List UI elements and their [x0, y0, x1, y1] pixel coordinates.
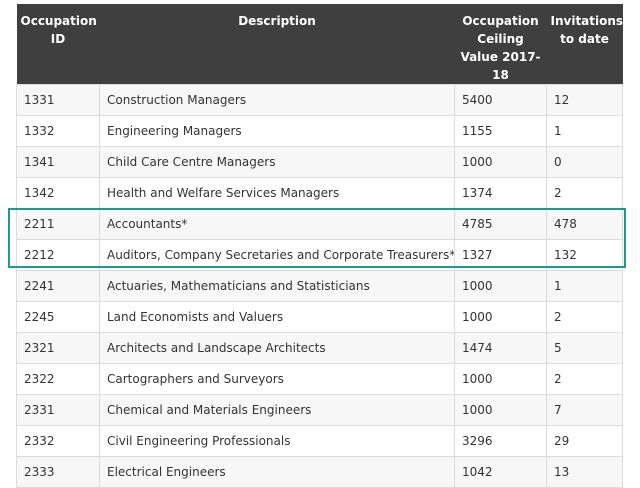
cell-ceiling-value: 1042 [454, 456, 547, 488]
table-row: 2322 Cartographers and Surveyors 1000 2 [16, 363, 623, 395]
table-row: 2331 Chemical and Materials Engineers 1000… [16, 394, 623, 426]
cell-occupation-id: 1332 [16, 115, 100, 147]
header-ceiling-value: Occupation Ceiling Value 2017-18 [454, 4, 547, 85]
table-row: 2333 Electrical Engineers 1042 13 [16, 456, 623, 488]
cell-ceiling-value: 1374 [454, 177, 547, 209]
cell-ceiling-value: 4785 [454, 208, 547, 240]
table-header: Occupation ID Description Occupation Cei… [16, 4, 623, 85]
header-description: Description [99, 4, 455, 85]
cell-occupation-id: 1341 [16, 146, 100, 178]
cell-occupation-id: 2211 [16, 208, 100, 240]
cell-description: Health and Welfare Services Managers [99, 177, 455, 209]
cell-ceiling-value: 1000 [454, 301, 547, 333]
table-row: 1332 Engineering Managers 1155 1 [16, 115, 623, 147]
cell-description: Land Economists and Valuers [99, 301, 455, 333]
cell-occupation-id: 2241 [16, 270, 100, 302]
table-row: 2332 Civil Engineering Professionals 3296 2… [16, 425, 623, 457]
cell-description: Electrical Engineers [99, 456, 455, 488]
cell-invitations: 2 [546, 177, 623, 209]
cell-ceiling-value: 5400 [454, 84, 547, 116]
table-row: 2245 Land Economists and Valuers 1000 2 [16, 301, 623, 333]
cell-invitations: 1 [546, 270, 623, 302]
cell-description: Architects and Landscape Architects [99, 332, 455, 364]
cell-invitations: 29 [546, 425, 623, 457]
cell-description: Actuaries, Mathematicians and Statistici… [99, 270, 455, 302]
cell-description: Chemical and Materials Engineers [99, 394, 455, 426]
cell-invitations: 2 [546, 301, 623, 333]
cell-ceiling-value: 1000 [454, 270, 547, 302]
cell-ceiling-value: 1474 [454, 332, 547, 364]
cell-description: Civil Engineering Professionals [99, 425, 455, 457]
table-row: 2211 Accountants* 4785 478 [16, 208, 623, 240]
cell-description: Engineering Managers [99, 115, 455, 147]
cell-ceiling-value: 1327 [454, 239, 547, 271]
cell-occupation-id: 2333 [16, 456, 100, 488]
cell-ceiling-value: 1000 [454, 363, 547, 395]
cell-invitations: 0 [546, 146, 623, 178]
table-row: 1342 Health and Welfare Services Managers… [16, 177, 623, 209]
cell-description: Child Care Centre Managers [99, 146, 455, 178]
cell-invitations: 2 [546, 363, 623, 395]
occupation-table-container: Occupation ID Description Occupation Cei… [16, 4, 623, 488]
cell-ceiling-value: 1000 [454, 146, 547, 178]
cell-description: Cartographers and Surveyors [99, 363, 455, 395]
occupation-ceiling-table: Occupation ID Description Occupation Cei… [16, 4, 623, 488]
cell-description: Accountants* [99, 208, 455, 240]
cell-occupation-id: 2331 [16, 394, 100, 426]
cell-occupation-id: 2212 [16, 239, 100, 271]
cell-invitations: 5 [546, 332, 623, 364]
cell-ceiling-value: 1000 [454, 394, 547, 426]
cell-description: Auditors, Company Secretaries and Corpor… [99, 239, 455, 271]
cell-invitations: 13 [546, 456, 623, 488]
table-body: 1331 Construction Managers 5400 12 1332 Engin… [16, 84, 623, 488]
table-row: 1331 Construction Managers 5400 12 [16, 84, 623, 116]
header-occupation-id: Occupation ID [16, 4, 100, 85]
cell-invitations: 478 [546, 208, 623, 240]
cell-invitations: 132 [546, 239, 623, 271]
cell-occupation-id: 1331 [16, 84, 100, 116]
cell-occupation-id: 2321 [16, 332, 100, 364]
cell-invitations: 12 [546, 84, 623, 116]
cell-occupation-id: 2322 [16, 363, 100, 395]
cell-occupation-id: 1342 [16, 177, 100, 209]
header-invitations: Invitations to date [546, 4, 623, 85]
cell-ceiling-value: 1155 [454, 115, 547, 147]
cell-occupation-id: 2245 [16, 301, 100, 333]
cell-invitations: 7 [546, 394, 623, 426]
cell-invitations: 1 [546, 115, 623, 147]
table-row: 2321 Architects and Landscape Architects 1… [16, 332, 623, 364]
cell-description: Construction Managers [99, 84, 455, 116]
table-row: 2212 Auditors, Company Secretaries and Co… [16, 239, 623, 271]
table-row: 1341 Child Care Centre Managers 1000 0 [16, 146, 623, 178]
cell-occupation-id: 2332 [16, 425, 100, 457]
table-row: 2241 Actuaries, Mathematicians and Statis… [16, 270, 623, 302]
cell-ceiling-value: 3296 [454, 425, 547, 457]
